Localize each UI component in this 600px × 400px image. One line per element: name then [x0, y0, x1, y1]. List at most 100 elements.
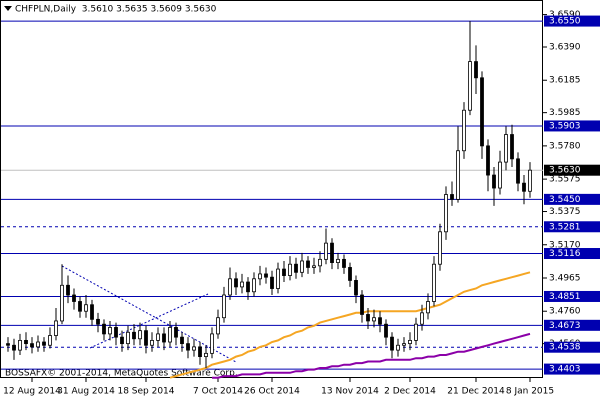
- candle-body: [42, 341, 46, 346]
- candle-body: [132, 331, 136, 340]
- chart-header: CHFPLN,Daily 3.5610 3.5635 3.5609 3.5630: [15, 5, 217, 15]
- candle-body: [528, 169, 532, 192]
- candle-body: [270, 276, 274, 289]
- y-tick-label: 3.4760: [549, 307, 581, 317]
- candle-body: [390, 336, 394, 351]
- candle-body: [12, 344, 16, 351]
- candle-body: [510, 134, 514, 160]
- level-box: [544, 120, 600, 132]
- level-box: [544, 363, 600, 375]
- candle-body: [54, 320, 58, 336]
- candle-body: [6, 343, 10, 346]
- candle-body: [492, 174, 496, 189]
- candle-body: [336, 258, 340, 263]
- x-tick-label: 18 Sep 2014: [117, 387, 174, 397]
- level-box: [544, 193, 600, 205]
- level-label: 3.4673: [549, 321, 581, 331]
- x-tick-label: 13 Nov 2014: [321, 387, 379, 397]
- x-tick-label: 7 Oct 2014: [193, 387, 243, 397]
- candle-body: [474, 61, 478, 79]
- candle-body: [420, 312, 424, 325]
- candle-body: [168, 327, 172, 343]
- candle-body: [150, 339, 154, 346]
- candle-body: [468, 61, 472, 111]
- candle-body: [180, 336, 184, 345]
- candle-body: [228, 278, 232, 296]
- candle-body: [96, 318, 100, 325]
- candle-body: [162, 333, 166, 343]
- candle-body: [522, 182, 526, 192]
- candle-body: [36, 341, 40, 348]
- candle-body: [360, 294, 364, 315]
- candle-body: [378, 317, 382, 325]
- candle-body: [24, 339, 28, 345]
- candle-body: [78, 301, 82, 312]
- candle-body: [462, 109, 466, 152]
- level-box: [544, 248, 600, 260]
- candle-body: [384, 323, 388, 338]
- candle-body: [72, 294, 76, 302]
- current-price-label: 3.5630: [549, 166, 581, 176]
- moving-average: [169, 271, 531, 379]
- candle-body: [456, 150, 460, 200]
- candle-body: [138, 330, 142, 340]
- x-tick-label: 8 Jan 2015: [506, 387, 554, 397]
- current-price-box: [544, 164, 600, 176]
- candle-body: [288, 263, 292, 276]
- level-label: 3.6550: [549, 17, 581, 27]
- candle-body: [240, 281, 244, 288]
- candle-body: [264, 273, 268, 278]
- candle-body: [372, 317, 376, 322]
- x-tick-label: 21 Dec 2014: [447, 387, 505, 397]
- level-label: 3.5116: [549, 249, 581, 259]
- candle-body: [432, 263, 436, 302]
- candle-body: [450, 194, 454, 200]
- level-box: [544, 341, 600, 353]
- candle-body: [516, 158, 520, 184]
- candle-body: [504, 134, 508, 163]
- candle-body: [444, 194, 448, 233]
- candle-body: [222, 294, 226, 319]
- y-tick-label: 3.5985: [549, 108, 581, 118]
- level-label: 3.4851: [549, 292, 581, 302]
- candle-body: [486, 145, 490, 176]
- candle-body: [30, 343, 34, 348]
- y-tick-label: 3.5375: [549, 207, 581, 217]
- y-tick-label: 3.6590: [549, 10, 581, 20]
- level-box: [544, 319, 600, 331]
- y-tick-label: 3.5575: [549, 175, 581, 185]
- dropdown-icon: [4, 6, 12, 11]
- candle-body: [276, 268, 280, 289]
- candle-body: [324, 242, 328, 260]
- candle-body: [426, 301, 430, 314]
- candle-body: [144, 330, 148, 346]
- candle-body: [414, 323, 418, 341]
- candle-body: [300, 260, 304, 273]
- candle-body: [192, 346, 196, 351]
- candle-body: [198, 346, 202, 358]
- candle-body: [354, 280, 358, 296]
- trend-line: [61, 265, 237, 363]
- candle-body: [216, 317, 220, 335]
- candle-body: [84, 304, 88, 312]
- level-label: 3.5281: [549, 222, 581, 232]
- candle-body: [480, 77, 484, 147]
- candle-body: [246, 281, 250, 293]
- candle-body: [318, 258, 322, 267]
- plot-frame: [0, 0, 543, 378]
- candle-body: [282, 268, 286, 276]
- candle-body: [174, 327, 178, 338]
- candle-body: [348, 267, 352, 281]
- candle-body: [90, 304, 94, 320]
- candle-body: [210, 333, 214, 354]
- x-tick-label: 2 Dec 2014: [384, 387, 436, 397]
- candle-body: [306, 260, 310, 268]
- candle-body: [330, 242, 334, 263]
- candle-body: [126, 331, 130, 345]
- candle-body: [312, 265, 316, 268]
- x-tick-label: 31 Aug 2014: [57, 387, 115, 397]
- candle-body: [252, 278, 256, 293]
- level-label: 3.5450: [549, 195, 581, 205]
- level-box: [544, 15, 600, 27]
